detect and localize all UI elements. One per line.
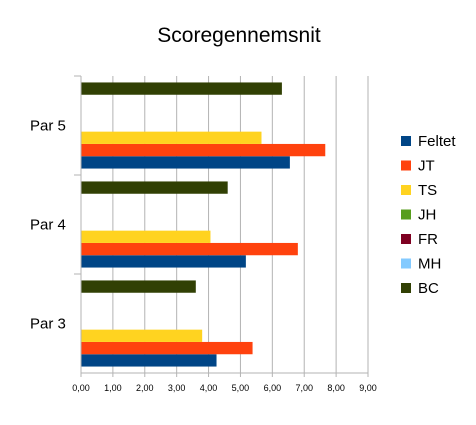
legend-swatch [401,283,411,293]
legend-swatch [401,209,411,220]
legend-label: BC [418,280,439,297]
legend-swatch [401,160,411,171]
bar-BC [81,280,196,293]
x-tick-label: 4,00 [200,383,218,393]
tick-labels: 0,00 1,00 2,00 3,00 4,00 5,00 6,00 7,00 8,00 9,00 [72,383,377,393]
legend-swatch [401,258,411,269]
x-tick-label: 7,00 [295,383,313,393]
x-tick-label: 1,00 [104,383,122,393]
bar-TS [81,131,262,144]
legend-swatch [401,136,411,146]
x-tick-label: 8,00 [327,383,345,393]
bar-Feltet [81,354,217,367]
bars [81,82,326,367]
bar-BC [81,181,228,194]
x-tick-label: 6,00 [264,383,282,393]
category-label: Par 3 [30,316,66,333]
grid [112,76,369,373]
legend-label: JT [418,158,435,175]
legend-swatch [401,185,411,195]
legend-label: Feltet [418,133,456,150]
bar-Feltet [81,156,290,169]
category-label: Par 5 [30,118,66,135]
legend-label: MH [418,256,441,273]
category-labels: Par 3 Par 4 Par 5 [30,118,66,333]
x-tick-label: 0,00 [72,383,90,393]
bar-JT [81,143,326,157]
axes [74,75,369,377]
bar-JT [81,242,298,256]
bar-TS [81,230,211,243]
bar-JT [81,341,253,355]
x-tick-label: 3,00 [168,383,186,393]
legend-label: JH [418,207,436,224]
bar-TS [81,329,203,342]
bar-BC [81,82,282,95]
x-tick-label: 5,00 [232,383,250,393]
x-tick-label: 2,00 [136,383,154,393]
bar-Feltet [81,255,246,268]
legend: Feltet JT TS JH FR MH BC [401,133,456,297]
legend-label: FR [418,231,438,248]
chart-title: Scoregennemsnit [157,24,321,47]
legend-label: TS [418,182,437,199]
category-label: Par 4 [30,217,66,234]
legend-swatch [401,234,411,244]
x-tick-label: 9,00 [359,383,377,393]
